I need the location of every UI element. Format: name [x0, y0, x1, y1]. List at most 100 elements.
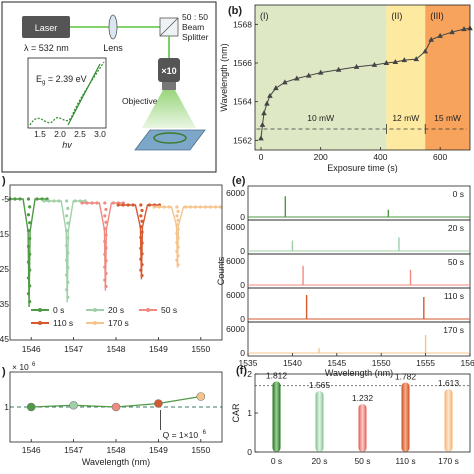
data-point [66, 251, 70, 255]
data-point [294, 75, 300, 81]
y-axis-label: Wavelength (nm) [219, 43, 229, 111]
inset-xlabel: hv [62, 140, 72, 150]
data-point [449, 29, 455, 35]
inset-x-tick: 2.0 [54, 129, 66, 139]
data-point [392, 59, 399, 65]
data-point [188, 205, 193, 209]
data-point [28, 268, 32, 272]
x-tick-label: 1545 [327, 358, 346, 368]
data-point [103, 227, 107, 231]
data-point [65, 228, 69, 233]
data-point [317, 69, 324, 75]
data-point [371, 61, 378, 67]
inset-x-tick: 2.5 [74, 129, 86, 139]
series-label: 20 s [448, 223, 464, 233]
x-tick-label: 600 [433, 152, 447, 162]
lens [108, 14, 118, 40]
car-bar [358, 403, 367, 452]
region-band [386, 5, 426, 150]
data-point [175, 214, 179, 218]
setup-panel: Laser λ = 532 nm Lens 50 : 50 Beam Split… [1, 1, 217, 173]
data-point [176, 227, 180, 231]
data-point [57, 199, 61, 203]
splitter-label-2: Beam [182, 22, 204, 32]
data-point [152, 205, 156, 209]
bandgap-inset: Eg = 2.39 eV 1.5 2.0 2.5 3.0 hv [27, 57, 107, 150]
data-point [162, 205, 166, 209]
threshold-exponent: 6 [203, 430, 207, 436]
data-point [65, 258, 69, 262]
legend-marker [93, 321, 97, 325]
data-point [66, 280, 70, 284]
y-tick-label: 0 [240, 314, 245, 324]
car-bar [401, 382, 410, 452]
region-label: (III) [430, 11, 444, 21]
objective-tip [162, 82, 176, 90]
panel-c-chart: 1546 1547 1548 1549 1550 -5 15 25 35 45 0 s 20 s 50 … [0, 184, 223, 354]
data-point [183, 205, 188, 209]
x-axis-label: Exposure time (s) [327, 163, 398, 173]
data-point [85, 201, 89, 205]
region-label: (I) [260, 11, 269, 21]
data-point [116, 203, 120, 207]
x-tick-label: 1546 [22, 344, 41, 354]
wavelength-label: λ = 532 nm [24, 43, 69, 53]
data-point [26, 228, 31, 233]
light-cone [142, 90, 196, 128]
data-point [176, 254, 180, 258]
x-tick-label: 110 s [395, 456, 415, 466]
data-point [401, 57, 408, 63]
data-point [69, 400, 78, 410]
data-point [147, 203, 152, 207]
x-tick-label: 1540 [283, 358, 302, 368]
data-point [65, 214, 69, 218]
data-point [66, 295, 70, 299]
inset-eg-label: Eg = 2.39 eV [36, 74, 87, 86]
x-tick-label: 1560 [461, 358, 474, 368]
data-point [176, 218, 180, 222]
objective-body [158, 58, 180, 82]
x-axis-label: Wavelength (nm) [325, 368, 393, 378]
y-tick-label: 1562 [233, 135, 252, 145]
data-point [140, 230, 144, 234]
panel-label-d: ) [2, 366, 6, 378]
data-point [175, 232, 179, 236]
splitter-label-3: Splitter [182, 32, 209, 42]
series-label: 0 s [453, 189, 464, 199]
y-tick-label: 0 [240, 246, 245, 256]
data-point [140, 219, 144, 223]
data-point [139, 225, 143, 229]
data-point [52, 199, 56, 203]
data-point [111, 402, 121, 412]
data-point [258, 135, 264, 141]
data-point [428, 36, 434, 42]
data-point [66, 265, 70, 270]
y-axis-label: Counts [216, 256, 226, 285]
data-point [65, 288, 69, 292]
laser-label: Laser [35, 23, 58, 33]
subplot-frame [247, 321, 471, 357]
resonance-curve [118, 204, 161, 280]
data-point [104, 259, 108, 263]
data-point [461, 26, 467, 32]
splitter-diagonal [159, 17, 179, 37]
panel-label-c: ) [2, 175, 6, 187]
laser-box [22, 16, 70, 38]
data-point [28, 252, 32, 256]
x-tick-label: 1546 [22, 445, 41, 455]
data-point [213, 205, 218, 209]
power-label: 10 mW [307, 113, 334, 123]
x-tick-label: 1549 [149, 344, 168, 354]
y-tick-label: 6000 [226, 188, 245, 198]
setup-frame [1, 1, 217, 173]
region-band [255, 5, 387, 150]
y-tick-label: 0 [240, 348, 245, 358]
data-point [139, 203, 143, 207]
y-tick-label: -5 [1, 194, 9, 204]
x-tick-label: 200 [314, 152, 328, 162]
data-point [273, 85, 279, 91]
x-tick-label: 1547 [64, 344, 83, 354]
data-point [65, 273, 69, 277]
panel-label-b: (b) [228, 5, 242, 17]
data-point [218, 205, 223, 209]
